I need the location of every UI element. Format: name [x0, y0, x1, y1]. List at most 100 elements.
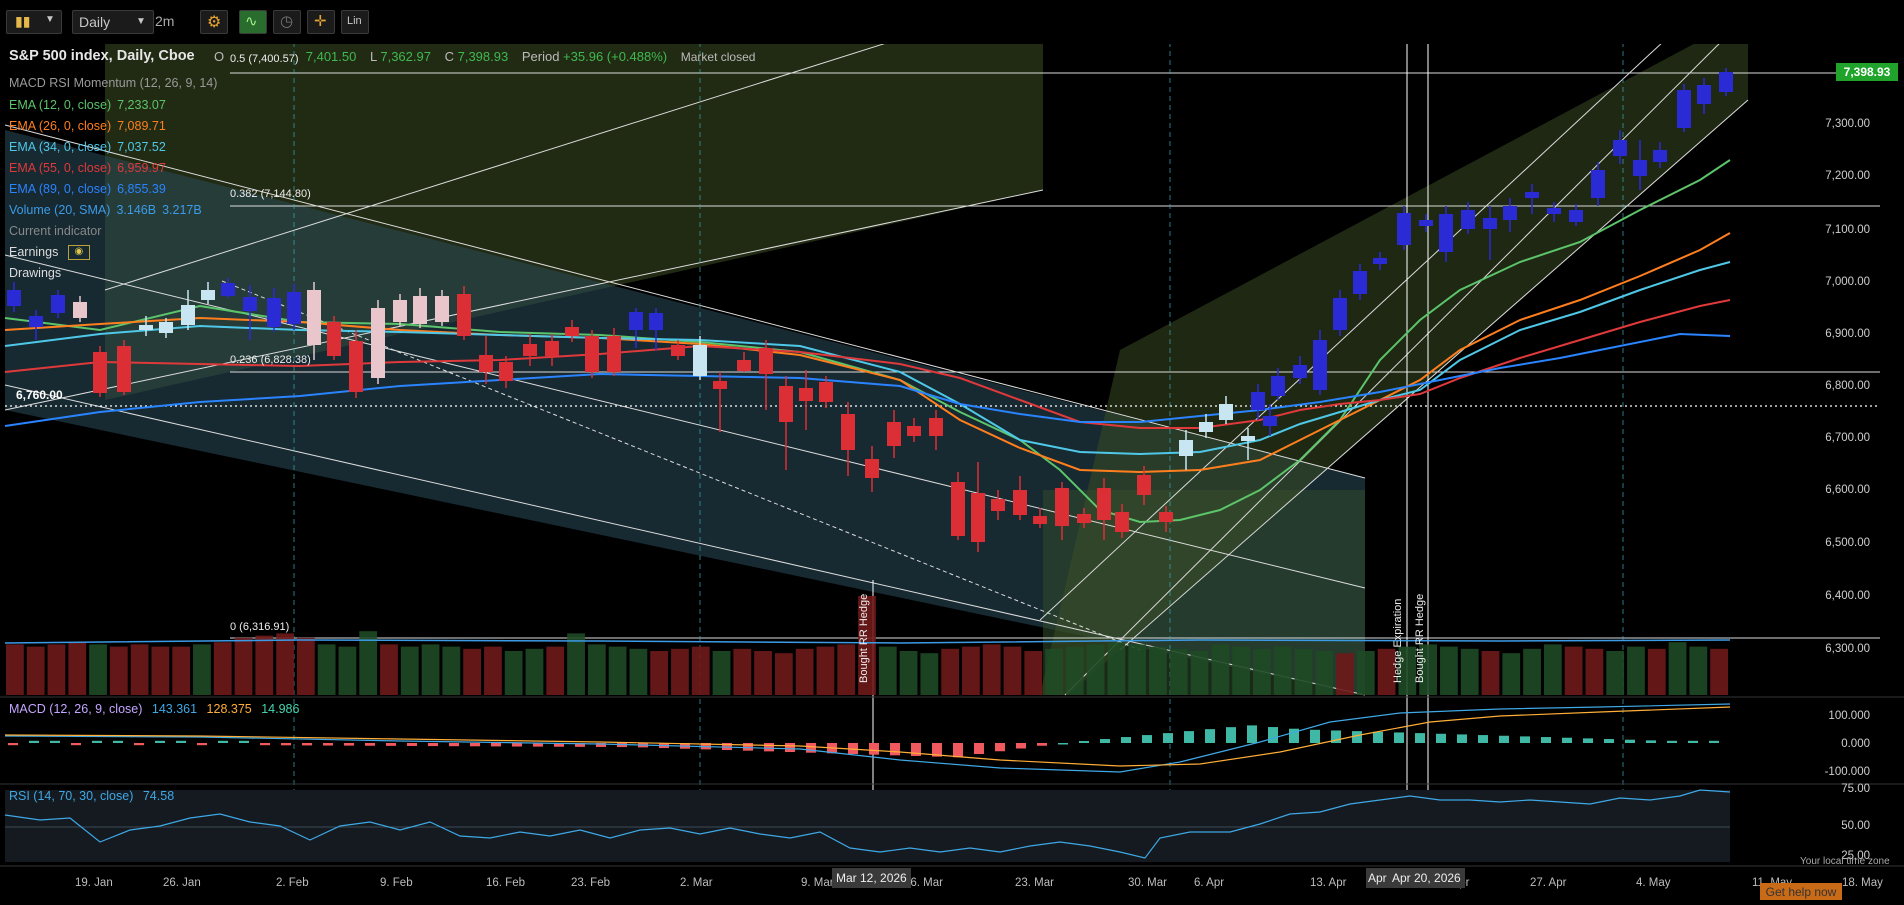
- candle-body[interactable]: [1653, 150, 1667, 162]
- replay-button[interactable]: ◷: [273, 10, 301, 34]
- candle-body[interactable]: [1483, 218, 1497, 229]
- candle-body[interactable]: [457, 294, 471, 336]
- candle-body[interactable]: [759, 348, 773, 374]
- candle-body[interactable]: [479, 355, 493, 372]
- candle-body[interactable]: [1241, 436, 1255, 441]
- candle-body[interactable]: [585, 336, 599, 372]
- candle-body[interactable]: [73, 302, 87, 318]
- interval-label[interactable]: 2m: [155, 13, 175, 29]
- candle-body[interactable]: [1097, 488, 1111, 520]
- candle-body[interactable]: [1461, 210, 1475, 229]
- legend-current-indicator[interactable]: Current indicator: [9, 224, 102, 238]
- candle-body[interactable]: [929, 418, 943, 436]
- legend-ema55[interactable]: EMA (55, 0, close) 6,959.97: [9, 161, 166, 175]
- candle-body[interactable]: [1353, 271, 1367, 294]
- candle-body[interactable]: [1159, 512, 1173, 522]
- candle-body[interactable]: [1271, 376, 1285, 396]
- crosshair-button[interactable]: ✛: [307, 10, 335, 34]
- candle-body[interactable]: [1055, 488, 1069, 526]
- macd-legend[interactable]: MACD (12, 26, 9, close) 143.361 128.375 …: [9, 702, 300, 716]
- candle-body[interactable]: [1503, 206, 1517, 220]
- candle-body[interactable]: [201, 290, 215, 300]
- candle-body[interactable]: [221, 283, 235, 296]
- candle-body[interactable]: [1397, 213, 1411, 245]
- candle-body[interactable]: [1633, 160, 1647, 176]
- legend-drawings[interactable]: Drawings: [9, 266, 62, 280]
- candle-body[interactable]: [1219, 404, 1233, 420]
- candle-body[interactable]: [29, 316, 43, 327]
- candle-body[interactable]: [887, 422, 901, 446]
- candle-body[interactable]: [799, 388, 813, 401]
- chart-type-button[interactable]: ▮▮ ▼: [6, 10, 62, 34]
- candle-body[interactable]: [1179, 440, 1193, 456]
- rsi-legend[interactable]: RSI (14, 70, 30, close) 74.58: [9, 789, 175, 803]
- candle-body[interactable]: [865, 459, 879, 478]
- candle-body[interactable]: [1613, 140, 1627, 156]
- candle-body[interactable]: [1547, 208, 1561, 214]
- candle-body[interactable]: [1033, 516, 1047, 524]
- candle-body[interactable]: [1677, 90, 1691, 128]
- candle-body[interactable]: [819, 382, 833, 402]
- candle-body[interactable]: [159, 322, 173, 333]
- candle-body[interactable]: [413, 296, 427, 324]
- candle-body[interactable]: [841, 414, 855, 450]
- candle-body[interactable]: [267, 298, 281, 327]
- candle-body[interactable]: [1313, 340, 1327, 390]
- candle-body[interactable]: [307, 290, 321, 345]
- candle-body[interactable]: [93, 352, 107, 393]
- candle-body[interactable]: [1525, 192, 1539, 198]
- candle-body[interactable]: [629, 312, 643, 330]
- candle-body[interactable]: [181, 305, 195, 325]
- candle-body[interactable]: [371, 308, 385, 378]
- candle-body[interactable]: [1137, 475, 1151, 495]
- candle-body[interactable]: [393, 300, 407, 322]
- legend-ema89[interactable]: EMA (89, 0, close) 6,855.39: [9, 182, 166, 196]
- candle-body[interactable]: [349, 341, 363, 392]
- candle-body[interactable]: [7, 290, 21, 306]
- candle-body[interactable]: [1013, 490, 1027, 515]
- candle-body[interactable]: [1199, 422, 1213, 432]
- candle-body[interactable]: [713, 381, 727, 389]
- candle-body[interactable]: [1251, 392, 1265, 410]
- candle-body[interactable]: [327, 322, 341, 356]
- legend-ema12[interactable]: EMA (12, 0, close) 7,233.07: [9, 98, 166, 112]
- candle-body[interactable]: [287, 292, 301, 324]
- candle-body[interactable]: [139, 325, 153, 330]
- candle-body[interactable]: [1115, 512, 1129, 532]
- legend-volume[interactable]: Volume (20, SMA) 3.146B 3.217B: [9, 203, 202, 217]
- candle-body[interactable]: [649, 313, 663, 330]
- legend-ema34[interactable]: EMA (34, 0, close) 7,037.52: [9, 140, 166, 154]
- candle-body[interactable]: [565, 327, 579, 336]
- candle-body[interactable]: [1419, 220, 1433, 226]
- eye-icon[interactable]: ◉: [67, 245, 90, 261]
- candle-body[interactable]: [737, 360, 751, 371]
- candle-body[interactable]: [1569, 210, 1583, 222]
- candle-body[interactable]: [545, 341, 559, 356]
- candle-body[interactable]: [1333, 298, 1347, 330]
- candle-body[interactable]: [1719, 72, 1733, 92]
- candle-body[interactable]: [907, 426, 921, 436]
- candle-body[interactable]: [1077, 514, 1091, 523]
- candle-body[interactable]: [499, 362, 513, 381]
- timeframe-select[interactable]: Daily ▼: [72, 10, 154, 34]
- legend-ema26[interactable]: EMA (26, 0, close) 7,089.71: [9, 119, 166, 133]
- candle-body[interactable]: [1263, 416, 1277, 426]
- settings-button[interactable]: ⚙: [200, 10, 228, 34]
- get-help-button[interactable]: Get help now: [1760, 883, 1842, 900]
- candle-body[interactable]: [1293, 365, 1307, 378]
- candle-body[interactable]: [51, 295, 65, 313]
- candle-body[interactable]: [607, 336, 621, 372]
- candle-body[interactable]: [1591, 170, 1605, 198]
- candle-body[interactable]: [951, 482, 965, 536]
- candle-body[interactable]: [1373, 258, 1387, 264]
- scale-button[interactable]: Lin: [341, 10, 369, 34]
- candle-body[interactable]: [1697, 85, 1711, 104]
- candle-body[interactable]: [435, 296, 449, 322]
- candle-body[interactable]: [243, 297, 257, 311]
- candle-body[interactable]: [971, 493, 985, 542]
- legend-earnings[interactable]: Earnings ◉: [9, 245, 90, 261]
- candle-body[interactable]: [693, 345, 707, 376]
- legend-macd-rsi[interactable]: MACD RSI Momentum (12, 26, 9, 14): [9, 76, 218, 90]
